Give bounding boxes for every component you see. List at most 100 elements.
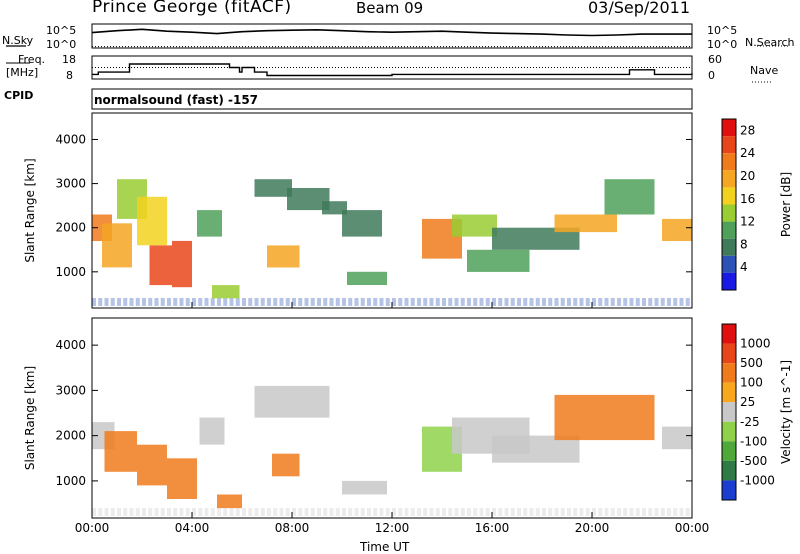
- power-colorbar-segment: [722, 238, 736, 256]
- velocity-y-tick-label: 1000: [55, 474, 86, 488]
- velocity-ground-cell: [329, 508, 334, 516]
- power-scatter-region: [662, 218, 692, 241]
- power-ground-cell: [517, 298, 521, 306]
- power-scatter-region: [102, 223, 132, 268]
- power-ground-cell: [167, 298, 171, 306]
- power-ground-cell: [648, 298, 653, 306]
- power-ground-cell: [585, 298, 590, 306]
- velocity-ground-cell: [410, 508, 415, 516]
- velocity-ground-cell: [367, 508, 371, 516]
- power-scatter-region: [347, 271, 387, 285]
- power-ground-cell: [135, 298, 140, 306]
- power-ground-cell: [223, 298, 228, 306]
- power-ground-cell: [273, 298, 278, 306]
- power-ground-cell: [529, 298, 534, 306]
- power-ground-cell: [467, 298, 471, 306]
- velocity-ground-cell: [104, 508, 109, 516]
- velocity-ground-cell: [354, 508, 359, 516]
- beam-title: Beam 09: [356, 0, 424, 17]
- power-ground-cell: [654, 298, 659, 306]
- power-ground-cell: [479, 298, 484, 306]
- velocity-colorbar-segment: [722, 324, 736, 344]
- power-ground-cell: [567, 298, 571, 306]
- power-ground-cell: [204, 298, 209, 306]
- power-ground-cell: [217, 298, 221, 306]
- velocity-ground-cell: [467, 508, 471, 516]
- power-ground-cell: [254, 298, 259, 306]
- velocity-ground-cell: [579, 508, 584, 516]
- power-ground-cell: [598, 298, 603, 306]
- velocity-ground-cell: [279, 508, 284, 516]
- velocity-ground-cell: [373, 508, 378, 516]
- power-ground-cell: [317, 298, 321, 306]
- velocity-ground-cell: [585, 508, 590, 516]
- power-ground-cell: [104, 298, 109, 306]
- freq-tick-low: 8: [66, 69, 73, 82]
- velocity-ground-cell: [179, 508, 184, 516]
- velocity-ground-cell: [423, 508, 428, 516]
- velocity-ground-cell: [185, 508, 190, 516]
- power-ground-cell: [542, 298, 546, 306]
- power-ground-cell: [298, 298, 303, 306]
- power-ground-cell: [354, 298, 359, 306]
- power-ground-cell: [642, 298, 646, 306]
- velocity-scatter-region: [662, 426, 692, 450]
- velocity-colorbar-tick-label: -500: [740, 454, 767, 468]
- power-ground-cell: [435, 298, 440, 306]
- velocity-ground-cell: [148, 508, 153, 516]
- power-ground-cell: [498, 298, 503, 306]
- power-ground-cell: [342, 298, 346, 306]
- velocity-colorbar-tick-label: 25: [740, 395, 755, 409]
- velocity-scatter-region: [217, 494, 242, 509]
- velocity-colorbar-segment: [722, 421, 736, 442]
- velocity-ground-cell: [273, 508, 278, 516]
- velocity-ground-cell: [292, 508, 296, 516]
- freq-unit-label: [MHz]: [6, 66, 39, 79]
- velocity-ground-cell: [554, 508, 559, 516]
- velocity-ground-cell: [398, 508, 403, 516]
- x-tick-label: 08:00: [275, 521, 310, 535]
- power-ground-cell: [123, 298, 128, 306]
- velocity-colorbar-segment: [722, 460, 736, 481]
- power-ground-cell: [492, 298, 496, 306]
- power-colorbar-segment: [722, 170, 736, 188]
- power-colorbar-segment: [722, 204, 736, 222]
- power-colorbar-tick-label: 4: [740, 260, 748, 274]
- velocity-ground-cell: [260, 508, 265, 516]
- power-ground-cell: [560, 298, 565, 306]
- power-ground-cell: [279, 298, 284, 306]
- velocity-ground-cell: [217, 508, 221, 516]
- power-colorbar-segment: [722, 187, 736, 205]
- power-colorbar-segment: [722, 153, 736, 171]
- velocity-ground-cell: [535, 508, 540, 516]
- power-scatter-region: [467, 249, 530, 272]
- power-ground-cell: [579, 298, 584, 306]
- velocity-ground-cell: [479, 508, 484, 516]
- power-scatter-region: [342, 210, 382, 237]
- velocity-ground-cell: [492, 508, 496, 516]
- power-ground-cell: [304, 298, 309, 306]
- power-ground-cell: [129, 298, 134, 306]
- velocity-ground-cell: [92, 508, 96, 516]
- velocity-ground-cell: [598, 508, 603, 516]
- power-ground-cell: [192, 298, 196, 306]
- velocity-colorbar-frame: [721, 323, 737, 501]
- velocity-colorbar-segment: [722, 363, 736, 383]
- velocity-ground-cell: [379, 508, 384, 516]
- power-ground-cell: [610, 298, 615, 306]
- nave-label: Nave: [750, 64, 779, 77]
- velocity-ground-cell: [654, 508, 659, 516]
- power-ground-cell: [373, 298, 378, 306]
- velocity-ground-cell: [348, 508, 353, 516]
- power-ground-cell: [573, 298, 578, 306]
- velocity-ground-cell: [660, 508, 665, 516]
- power-ground-cell: [235, 298, 240, 306]
- power-ground-cell: [148, 298, 153, 306]
- velocity-ground-cell: [573, 508, 578, 516]
- velocity-ground-cell: [417, 508, 421, 516]
- cpid-value: normalsound (fast) -157: [94, 93, 259, 107]
- power-scatter-region: [287, 188, 330, 211]
- velocity-ground-cell: [210, 508, 215, 516]
- velocity-ground-cell: [229, 508, 234, 516]
- velocity-y-axis-label: Slant Range [km]: [23, 366, 37, 470]
